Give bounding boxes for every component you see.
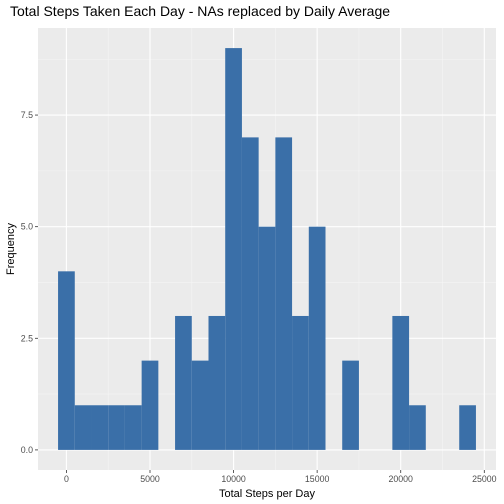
histogram-bar [409, 405, 426, 450]
x-tick-label: 5000 [140, 474, 160, 484]
histogram-bar [225, 48, 242, 450]
y-tick-label: 0.0 [21, 445, 33, 455]
x-tick-label: 15000 [305, 474, 330, 484]
histogram-bar [258, 226, 276, 450]
histogram-bar [108, 405, 125, 450]
histogram-bar [74, 405, 92, 450]
histogram-bar [275, 137, 293, 450]
histogram-bar [191, 360, 209, 450]
y-tick-label: 5.0 [21, 222, 33, 232]
histogram-bar [141, 360, 159, 450]
histogram-bar [459, 405, 476, 450]
x-tick-label: 0 [64, 474, 69, 484]
y-axis-title: Frequency [5, 223, 17, 275]
y-axis: 0.0 2.5 5.0 7.5 [21, 110, 38, 455]
y-tick-label: 2.5 [21, 333, 33, 343]
x-axis-title: Total Steps per Day [219, 488, 315, 500]
histogram-bar [292, 315, 309, 450]
x-axis: 0 5000 10000 15000 20000 25000 [64, 470, 497, 484]
histogram-bar [208, 315, 226, 450]
histogram-bars [58, 48, 476, 450]
histogram-bar [58, 271, 75, 450]
histogram-bar [91, 405, 109, 450]
histogram-bar [342, 360, 359, 450]
histogram-bar [308, 226, 326, 450]
histogram-bar [392, 315, 410, 450]
histogram-bar [241, 137, 259, 450]
histogram-bar [175, 315, 192, 450]
x-tick-label: 20000 [388, 474, 413, 484]
x-tick-label: 25000 [472, 474, 497, 484]
y-tick-label: 7.5 [21, 110, 33, 120]
chart-title: Total Steps Taken Each Day - NAs replace… [10, 3, 390, 19]
x-tick-label: 10000 [221, 474, 246, 484]
histogram-bar [124, 405, 142, 450]
